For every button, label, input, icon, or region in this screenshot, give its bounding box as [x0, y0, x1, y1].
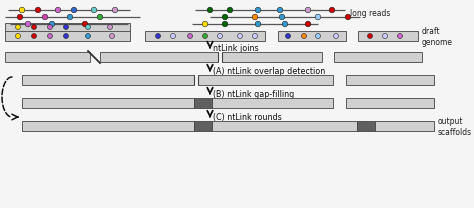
- Bar: [358, 31, 418, 41]
- Circle shape: [202, 33, 208, 38]
- Circle shape: [85, 33, 91, 38]
- Circle shape: [279, 14, 285, 20]
- Circle shape: [109, 33, 115, 38]
- Text: draft
genome: draft genome: [422, 27, 453, 47]
- Bar: [22, 98, 194, 108]
- Circle shape: [329, 7, 335, 13]
- Circle shape: [171, 33, 175, 38]
- Circle shape: [49, 21, 55, 27]
- Circle shape: [35, 7, 41, 13]
- Circle shape: [42, 14, 48, 20]
- Circle shape: [222, 14, 228, 20]
- Circle shape: [31, 25, 36, 30]
- Circle shape: [188, 33, 192, 38]
- Circle shape: [64, 33, 69, 38]
- Bar: [5, 31, 130, 41]
- Circle shape: [315, 14, 321, 20]
- Circle shape: [19, 7, 25, 13]
- Circle shape: [31, 33, 36, 38]
- Circle shape: [334, 33, 338, 38]
- Circle shape: [207, 7, 213, 13]
- Circle shape: [282, 21, 288, 27]
- Circle shape: [112, 7, 118, 13]
- Circle shape: [155, 33, 161, 38]
- Circle shape: [285, 33, 291, 38]
- Bar: [278, 31, 346, 41]
- Circle shape: [108, 25, 112, 30]
- Bar: [334, 52, 422, 62]
- Circle shape: [202, 21, 208, 27]
- Circle shape: [237, 33, 243, 38]
- Bar: [22, 121, 194, 131]
- Circle shape: [16, 25, 20, 30]
- Text: ntLink joins: ntLink joins: [213, 44, 259, 53]
- Bar: [346, 98, 434, 108]
- Circle shape: [82, 21, 88, 27]
- Circle shape: [255, 21, 261, 27]
- Circle shape: [255, 7, 261, 13]
- Bar: [100, 52, 218, 62]
- Circle shape: [218, 33, 222, 38]
- Bar: [357, 121, 375, 131]
- Circle shape: [227, 7, 233, 13]
- Circle shape: [47, 25, 53, 30]
- Circle shape: [398, 33, 402, 38]
- Bar: [212, 98, 333, 108]
- Circle shape: [91, 7, 97, 13]
- Circle shape: [64, 25, 69, 30]
- Bar: [5, 23, 130, 32]
- Circle shape: [383, 33, 388, 38]
- Circle shape: [97, 14, 103, 20]
- Circle shape: [345, 14, 351, 20]
- Circle shape: [85, 25, 91, 30]
- Circle shape: [67, 14, 73, 20]
- Circle shape: [367, 33, 373, 38]
- Bar: [198, 75, 333, 85]
- Text: output
scaffolds: output scaffolds: [438, 117, 472, 137]
- Bar: [346, 75, 434, 85]
- Bar: [5, 52, 90, 62]
- Circle shape: [71, 7, 77, 13]
- Bar: [194, 121, 212, 131]
- Circle shape: [301, 33, 307, 38]
- Circle shape: [252, 14, 258, 20]
- Bar: [212, 121, 357, 131]
- Text: (B) ntLink gap-filling: (B) ntLink gap-filling: [213, 90, 294, 99]
- Bar: [194, 98, 212, 108]
- Circle shape: [25, 21, 31, 27]
- Bar: [375, 121, 434, 131]
- Circle shape: [253, 33, 257, 38]
- Circle shape: [55, 7, 61, 13]
- Circle shape: [16, 33, 20, 38]
- Circle shape: [17, 14, 23, 20]
- Text: (A) ntLink overlap detection: (A) ntLink overlap detection: [213, 67, 325, 76]
- Text: long reads: long reads: [350, 10, 391, 19]
- Bar: [222, 52, 322, 62]
- Circle shape: [222, 21, 228, 27]
- Circle shape: [305, 21, 311, 27]
- Circle shape: [47, 33, 53, 38]
- Circle shape: [277, 7, 283, 13]
- Bar: [145, 31, 265, 41]
- Circle shape: [305, 7, 311, 13]
- Bar: [22, 75, 194, 85]
- Circle shape: [316, 33, 320, 38]
- Text: (C) ntLink rounds: (C) ntLink rounds: [213, 113, 282, 122]
